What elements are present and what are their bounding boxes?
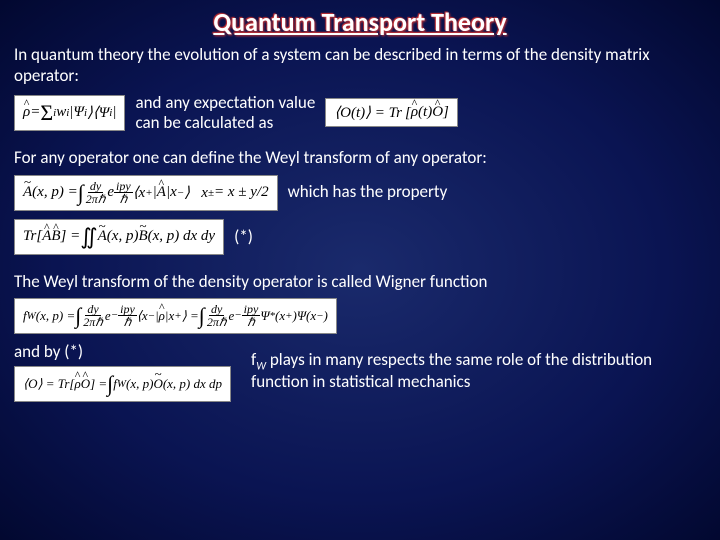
fw-description: fW plays in many respects the same role … [251,342,706,402]
asterisk-marker: (*) [234,226,253,247]
weyl-row: A(x, p) = ∫dy2πℏ eipyℏ ⟨x+|A|x−⟩ x± = x … [0,171,720,215]
wigner-row: fW(x, p) = ∫dy2πℏ e−ipyℏ ⟨x−|ρ|x+⟩ = ∫dy… [0,294,720,338]
wigner-intro: The Weyl transform of the density operat… [0,269,720,294]
intro-text: In quantum theory the evolution of a sys… [0,42,720,89]
formula-trace: Tr[AB] = ∬ A(x, p)B(x, p) dx dy [14,219,224,255]
formula-density: ρ = Σi wi |Ψi⟩⟨Ψi| [14,95,125,131]
formula-wigner: fW(x, p) = ∫dy2πℏ e−ipyℏ ⟨x−|ρ|x+⟩ = ∫dy… [14,298,337,334]
slide-title: Quantum Transport Theory [0,0,720,42]
weyl-intro: For any operator one can define the Weyl… [0,145,720,170]
and-by-label: and by (*) [14,342,231,362]
left-col: and by (*) ⟨O⟩ = Tr[ρO] = ∫ fW(x, p)O(x,… [14,342,231,402]
density-row: ρ = Σi wi |Ψi⟩⟨Ψi| and any expectation v… [0,89,720,138]
formula-observable: ⟨O⟩ = Tr[ρO] = ∫ fW(x, p)O(x, p) dx dp [14,366,231,402]
weyl-property-label: which has the property [288,182,448,202]
trace-row: Tr[AB] = ∬ A(x, p)B(x, p) dx dy (*) [0,215,720,259]
expectation-label: and any expectation value can be calcula… [135,93,315,134]
bottom-row: and by (*) ⟨O⟩ = Tr[ρO] = ∫ fW(x, p)O(x,… [0,338,720,406]
formula-expectation: ⟨O(t)⟩ = Tr [ρ(t)O] [325,98,458,127]
formula-weyl: A(x, p) = ∫dy2πℏ eipyℏ ⟨x+|A|x−⟩ x± = x … [14,175,278,211]
